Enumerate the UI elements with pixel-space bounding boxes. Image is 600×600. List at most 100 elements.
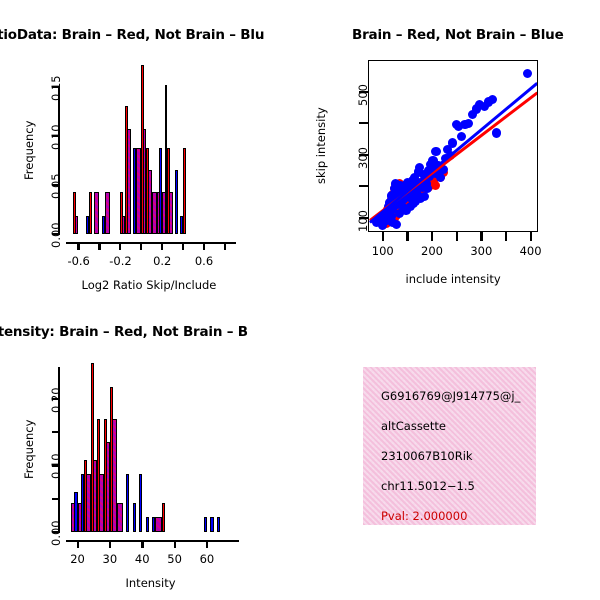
x-axis-tick-label: 0.2 xyxy=(153,254,172,268)
y-axis-tick-label: 0.05 xyxy=(49,173,63,199)
y-axis-tick-label: 100 xyxy=(356,209,370,232)
histogram-bar-blue xyxy=(133,148,136,234)
y-axis-tick xyxy=(52,85,59,88)
histogram-bar-blue xyxy=(101,216,105,234)
scatter-point xyxy=(410,187,420,197)
y-axis-tick xyxy=(52,397,59,400)
x-axis-tick xyxy=(206,540,209,548)
y-axis-line xyxy=(58,367,61,533)
regression-line xyxy=(369,81,537,224)
histogram-bar-red xyxy=(103,418,107,532)
histogram-bar-red xyxy=(182,148,186,234)
histogram-bar-overlap xyxy=(155,517,162,532)
scatter-point xyxy=(416,193,426,203)
scatter-point xyxy=(422,184,432,194)
info-event-type: altCassette xyxy=(381,419,446,433)
y-axis-tick xyxy=(52,464,59,467)
intensity-histogram-x-axis-label: Intensity xyxy=(125,576,176,590)
x-axis-tick xyxy=(119,242,122,250)
y-axis-tick xyxy=(52,233,59,236)
y-axis-tick xyxy=(359,216,368,219)
histogram-bar-blue xyxy=(164,84,168,234)
scatter-point xyxy=(394,208,405,218)
info-pvalue: Pval: 2.000000 xyxy=(381,509,468,523)
histogram-bar-red xyxy=(88,191,92,234)
scatter-point xyxy=(448,138,458,148)
x-axis-tick xyxy=(76,540,79,548)
scatter-point xyxy=(392,199,403,210)
scatter-point xyxy=(471,104,481,114)
panel-intensity-histogram: ne Itensity: Brain – Red, Not Brain – B … xyxy=(0,300,300,600)
y-axis-minor-tick xyxy=(52,431,59,434)
histogram-bar-red xyxy=(161,503,166,532)
y-axis-tick-label: 300 xyxy=(356,146,370,169)
panel-ratio-histogram: RatioData: Brain – Red, Not Brain – Blu … xyxy=(0,0,300,300)
y-axis-line xyxy=(58,86,61,235)
scatter-title: Brain – Red, Not Brain – Blue xyxy=(352,27,564,43)
histogram-bar-blue xyxy=(210,517,214,532)
histogram-bar-blue xyxy=(132,503,136,532)
scatter-point xyxy=(413,167,423,177)
intensity-histogram-y-axis-label: Frequency xyxy=(22,419,36,479)
x-axis-tick-label: 60 xyxy=(199,552,215,566)
ratio-histogram-x-axis-label: Log2 Ratio Skip/Include xyxy=(81,278,217,292)
scatter-point xyxy=(435,173,446,183)
event-info-box: G6916769@J914775@j_ altCassette 2310067B10… xyxy=(363,367,536,525)
histogram-bar-blue xyxy=(159,148,163,234)
info-event-id: G6916769@J914775@j_ xyxy=(381,389,521,403)
histogram-bar-overlap xyxy=(94,191,100,234)
scatter-point xyxy=(411,196,421,207)
y-axis-tick-label: 0.20 xyxy=(49,387,63,413)
scatter-point xyxy=(395,185,406,195)
histogram-bar-red xyxy=(141,64,144,234)
x-axis-tick xyxy=(161,242,164,250)
histogram-bar-red xyxy=(146,148,149,234)
histogram-bar-blue xyxy=(86,216,89,234)
scatter-point xyxy=(401,181,412,191)
scatter-point xyxy=(388,204,398,214)
scatter-point xyxy=(404,192,414,202)
scatter-point xyxy=(381,208,391,218)
x-axis-tick-label: -0.2 xyxy=(109,254,132,268)
scatter-point xyxy=(467,110,478,120)
x-axis-tick-label: 300 xyxy=(470,244,493,258)
histogram-bar-blue xyxy=(126,474,130,532)
scatter-point xyxy=(383,215,393,225)
y-axis-tick-label: 500 xyxy=(356,83,370,106)
scatter-point xyxy=(422,179,432,189)
x-axis-line xyxy=(66,242,236,245)
ratio-histogram-plot-area xyxy=(68,62,230,234)
x-axis-tick-label: 100 xyxy=(371,244,394,258)
y-axis-tick-label: 0.10 xyxy=(49,453,63,480)
x-axis-tick-label: 50 xyxy=(167,552,182,566)
x-axis-tick xyxy=(455,232,458,241)
scatter-point xyxy=(443,144,453,154)
scatter-point xyxy=(523,69,533,79)
scatter-y-axis-label: skip intensity xyxy=(314,107,328,184)
histogram-bar-blue xyxy=(180,216,183,234)
x-axis-tick xyxy=(480,232,483,241)
x-axis-line xyxy=(66,540,239,543)
scatter-point xyxy=(430,168,441,178)
x-axis-tick xyxy=(173,540,176,548)
histogram-bar-blue xyxy=(152,517,156,532)
y-axis-tick-label: 0.15 xyxy=(49,74,63,101)
scatter-point xyxy=(430,181,441,191)
histogram-bar-blue xyxy=(74,492,78,532)
histogram-bar-red xyxy=(125,106,129,234)
scatter-point xyxy=(463,118,474,129)
panel-intensity-scatter: Brain – Red, Not Brain – Blue 100 300 500 1… xyxy=(300,0,600,300)
histogram-bar-overlap xyxy=(104,191,110,234)
info-gene-symbol: 2310067B10Rik xyxy=(381,449,473,463)
histogram-bar-overlap xyxy=(116,503,123,532)
scatter-point xyxy=(480,102,490,112)
y-axis-tick xyxy=(359,90,368,93)
scatter-point xyxy=(475,99,485,110)
y-axis-tick xyxy=(359,185,368,188)
histogram-bar-blue xyxy=(216,517,221,532)
y-axis-tick xyxy=(359,153,368,156)
x-axis-tick xyxy=(109,540,112,548)
scatter-point xyxy=(406,202,416,212)
histogram-bar-overlap xyxy=(151,191,157,234)
scatter-point xyxy=(375,213,385,223)
